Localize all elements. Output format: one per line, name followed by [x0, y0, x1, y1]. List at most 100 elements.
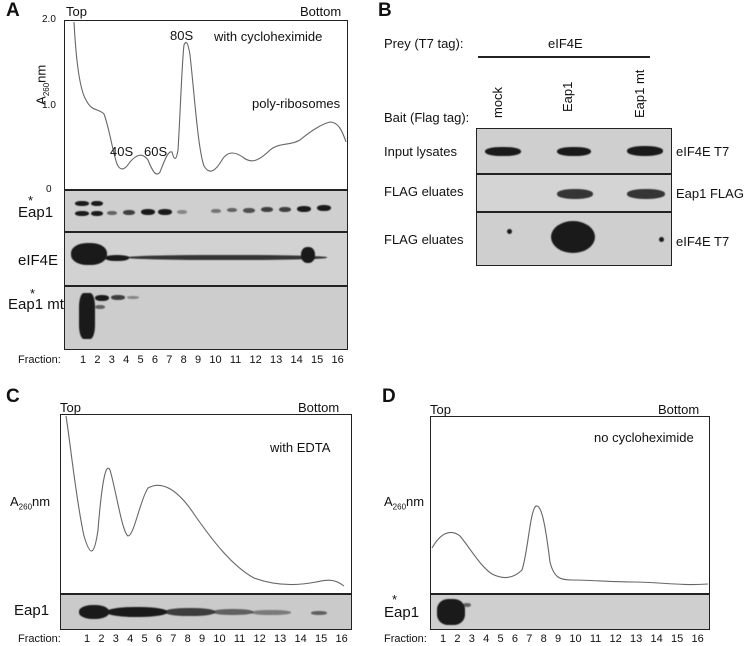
polysome-label: poly-ribosomes [252, 96, 341, 111]
fraction-number: 5 [137, 354, 144, 366]
fraction-number: 8 [180, 354, 187, 366]
panel-a-eap1-asterisk: * [28, 193, 34, 208]
panel-d-bottom-label: Bottom [658, 402, 700, 417]
panel-d-fraction-numbers: 1 2 3 4 5 6 7 8 9 10 11 12 13 14 15 16 [440, 633, 704, 645]
fraction-number: 14 [290, 354, 303, 366]
bait-label: Bait (Flag tag): [384, 110, 470, 125]
panel-a-condition: with cycloheximide [214, 29, 323, 44]
fraction-number: 12 [253, 633, 266, 645]
fraction-number: 1 [440, 633, 447, 645]
marker-eap1-flag: Eap1 FLAG [676, 186, 744, 201]
panel-a-fraction-numbers: 1 2 3 4 5 6 7 8 9 10 11 12 13 14 15 16 [80, 354, 344, 366]
fraction-number: 5 [497, 633, 504, 645]
panel-c-profile-box [60, 414, 352, 594]
panel-d-eap1-label: Eap1 [384, 604, 420, 621]
panel-a-eif4e-label: eIF4E [18, 252, 59, 269]
peak-60s-label: 60S [144, 144, 168, 159]
input-lysates-blot [476, 128, 672, 174]
panel-d-eap1-blot [430, 594, 710, 630]
panel-a-ytick-1: 1.0 [42, 100, 56, 111]
panel-a-eap1-blot [64, 190, 348, 232]
fraction-number: 10 [209, 354, 222, 366]
panel-a-ytick-0: 0 [46, 184, 52, 195]
fraction-number: 3 [108, 354, 115, 366]
fraction-number: 9 [195, 354, 202, 366]
panel-a-eap1mt-blot [64, 286, 348, 350]
fraction-number: 2 [94, 354, 101, 366]
panel-a-eap1-label: Eap1 [18, 204, 54, 221]
fraction-number: 13 [630, 633, 643, 645]
fraction-number: 13 [274, 633, 287, 645]
fraction-number: 7 [526, 633, 533, 645]
fraction-number: 14 [294, 633, 307, 645]
flag-eluates-eap1-blot [476, 174, 672, 212]
prey-value: eIF4E [548, 36, 583, 51]
fraction-number: 8 [184, 633, 191, 645]
fraction-number: 7 [170, 633, 177, 645]
fraction-number: 16 [335, 633, 348, 645]
marker-eif4e-t7-1: eIF4E T7 [676, 144, 730, 159]
panel-d-ylabel: A260nm [384, 494, 425, 512]
prey-label: Prey (T7 tag): [384, 36, 464, 51]
marker-eif4e-t7-2: eIF4E T7 [676, 234, 730, 249]
fraction-number: 15 [315, 633, 328, 645]
panel-a-profile-box [64, 20, 348, 190]
fraction-number: 11 [233, 633, 246, 645]
fraction-number: 2 [98, 633, 105, 645]
peak-80s-label: 80S [170, 28, 194, 43]
panel-c-condition: with EDTA [270, 440, 331, 455]
peak-40s-label: 40S [110, 144, 134, 159]
panel-c-eap1-label: Eap1 [14, 602, 50, 619]
fraction-number: 9 [199, 633, 206, 645]
fraction-number: 11 [589, 633, 602, 645]
fraction-number: 6 [151, 354, 158, 366]
panel-a-eif4e-blot [64, 232, 348, 286]
panel-a-bottom-label: Bottom [300, 4, 342, 19]
fraction-number: 13 [270, 354, 283, 366]
fraction-number: 15 [311, 354, 324, 366]
fraction-number: 5 [141, 633, 148, 645]
flag-eluates-eif4e-blot [476, 212, 672, 266]
fraction-number: 16 [331, 354, 344, 366]
row-input-lysates: Input lysates [384, 144, 457, 159]
panel-a-fraction-label: Fraction: [18, 354, 61, 366]
fraction-number: 6 [155, 633, 162, 645]
fraction-number: 2 [454, 633, 461, 645]
panel-d-profile-box [430, 416, 710, 594]
panel-d-fraction-label: Fraction: [384, 633, 427, 645]
panel-c-bottom-label: Bottom [298, 400, 340, 415]
prey-underline [478, 56, 650, 58]
fraction-number: 1 [80, 354, 87, 366]
panel-c-eap1-blot [60, 594, 352, 630]
fraction-number: 7 [166, 354, 173, 366]
panel-c-label: C [6, 386, 20, 407]
panel-c-fraction-numbers: 1 2 3 4 5 6 7 8 9 10 11 12 13 14 15 16 [84, 633, 348, 645]
fraction-number: 6 [511, 633, 518, 645]
panel-d-top-label: Top [430, 402, 451, 417]
panel-d-eap1-asterisk: * [392, 592, 398, 607]
panel-c-fraction-label: Fraction: [18, 633, 61, 645]
panel-c-ylabel: A260nm [10, 494, 51, 512]
fraction-number: 3 [468, 633, 475, 645]
fraction-number: 14 [650, 633, 663, 645]
panel-d-label: D [382, 386, 396, 407]
fraction-number: 10 [569, 633, 582, 645]
panel-a-eap1mt-asterisk: * [30, 286, 36, 301]
fraction-number: 12 [249, 354, 262, 366]
fraction-number: 12 [609, 633, 622, 645]
fraction-number: 9 [555, 633, 562, 645]
fraction-number: 3 [112, 633, 119, 645]
panel-d-condition: no cycloheximide [594, 430, 694, 445]
fraction-number: 4 [123, 354, 130, 366]
panel-a-ytick-2: 2.0 [42, 14, 56, 25]
fraction-number: 16 [691, 633, 704, 645]
fraction-number: 11 [229, 354, 242, 366]
fraction-number: 10 [213, 633, 226, 645]
panel-c-top-label: Top [60, 400, 81, 415]
fraction-number: 1 [84, 633, 91, 645]
row-flag-eluates-1: FLAG eluates [384, 184, 464, 199]
fraction-number: 4 [127, 633, 134, 645]
